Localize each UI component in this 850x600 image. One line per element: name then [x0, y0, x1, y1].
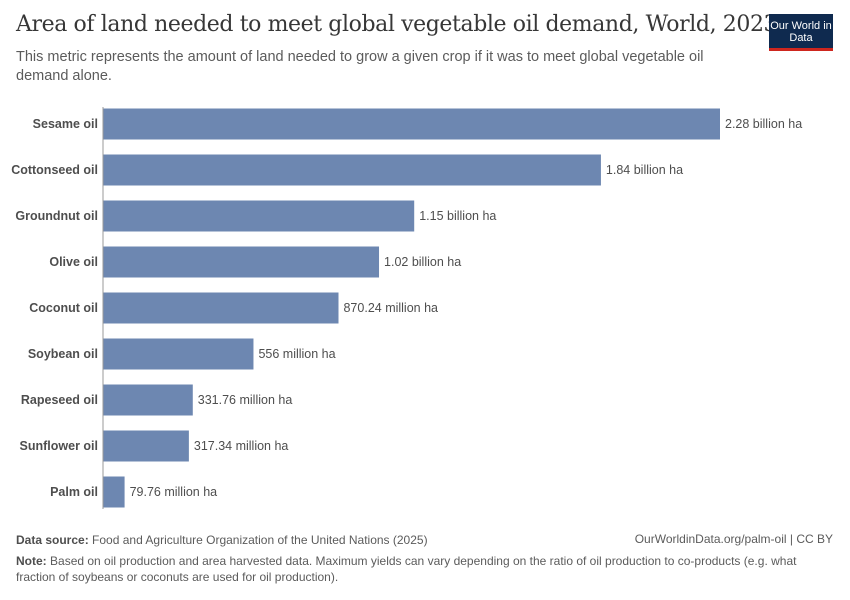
chart-title: Area of land needed to meet global veget…	[16, 12, 778, 37]
category-label: Rapeseed oil	[21, 393, 98, 407]
value-label: 1.15 billion ha	[419, 209, 496, 223]
bar[interactable]	[103, 200, 415, 232]
value-label: 556 million ha	[258, 347, 335, 361]
value-label: 331.76 million ha	[198, 393, 293, 407]
category-label: Groundnut oil	[15, 209, 98, 223]
category-label: Olive oil	[49, 255, 98, 269]
value-label: 317.34 million ha	[194, 439, 289, 453]
bar[interactable]	[103, 476, 125, 508]
source-link[interactable]: OurWorldinData.org/palm-oil | CC BY	[634, 532, 833, 546]
bar[interactable]	[103, 292, 339, 324]
data-source: Data source: Food and Agriculture Organi…	[16, 532, 428, 548]
category-label: Sunflower oil	[20, 439, 98, 453]
value-label: 2.28 billion ha	[725, 117, 802, 131]
bar[interactable]	[103, 108, 720, 140]
logo-text: Our World in Data	[770, 20, 832, 44]
note: Note: Based on oil production and area h…	[16, 553, 831, 585]
chart-subtitle: This metric represents the amount of lan…	[16, 49, 704, 84]
category-label: Coconut oil	[29, 301, 98, 315]
category-label: Palm oil	[50, 485, 98, 499]
bar[interactable]	[103, 384, 193, 416]
value-label: 870.24 million ha	[343, 301, 438, 315]
bar[interactable]	[103, 430, 189, 462]
category-label: Cottonseed oil	[11, 163, 98, 177]
value-label: 1.84 billion ha	[606, 163, 683, 177]
bar[interactable]	[103, 154, 601, 186]
source-label: Data source:	[16, 533, 89, 547]
owid-logo[interactable]: Our World in Data	[769, 14, 833, 51]
bar[interactable]	[103, 338, 254, 370]
note-label: Note:	[16, 554, 47, 568]
category-label: Sesame oil	[33, 117, 98, 131]
category-label: Soybean oil	[28, 347, 98, 361]
value-label: 79.76 million ha	[130, 485, 218, 499]
source-text: Food and Agriculture Organization of the…	[92, 533, 428, 547]
bar[interactable]	[103, 246, 380, 278]
note-text: Based on oil production and area harvest…	[16, 554, 797, 584]
value-label: 1.02 billion ha	[384, 255, 461, 269]
